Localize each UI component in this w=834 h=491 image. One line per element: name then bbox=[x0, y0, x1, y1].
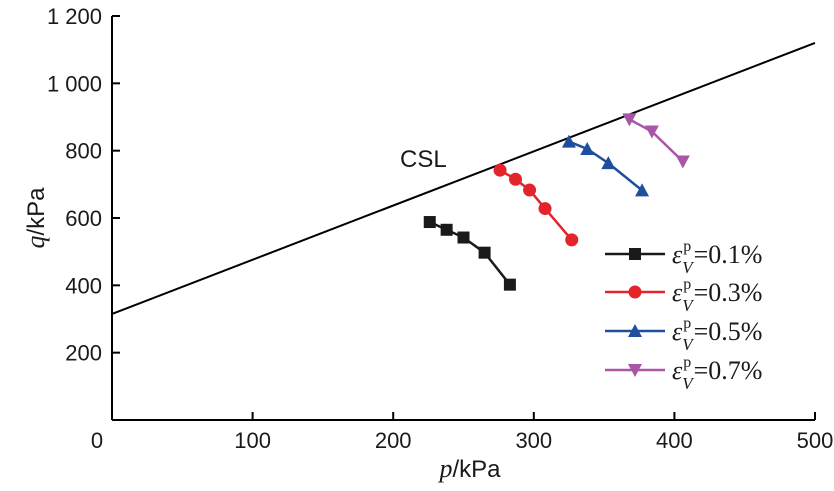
series-4 bbox=[622, 113, 690, 169]
legend-entry-3: εp V=0.5% bbox=[605, 315, 762, 354]
legend-symbol: ε bbox=[672, 278, 683, 307]
marker-square bbox=[503, 278, 516, 291]
y-tick-label: 800 bbox=[65, 139, 102, 164]
marker-square bbox=[457, 231, 470, 244]
x-tick-label: 300 bbox=[515, 428, 552, 453]
csl-line bbox=[111, 42, 816, 315]
x-axis-var: p bbox=[437, 454, 452, 483]
y-axis-var: q bbox=[21, 236, 50, 249]
marker-triangle-up bbox=[601, 156, 616, 170]
legend: εp V=0.1%εp V=0.3%εp V=0.5%εp V=0.7% bbox=[605, 238, 762, 393]
series-3 bbox=[561, 134, 650, 197]
marker-circle bbox=[523, 183, 537, 197]
legend-value: =0.3% bbox=[694, 278, 763, 307]
marker-circle bbox=[538, 202, 552, 216]
legend-superscript: p bbox=[683, 276, 691, 293]
legend-value: =0.5% bbox=[694, 317, 763, 346]
legend-entry-2: εp V=0.3% bbox=[605, 276, 762, 315]
legend-subscript: V bbox=[682, 258, 695, 277]
x-tick-label: 200 bbox=[375, 428, 412, 453]
legend-entry-1: εp V=0.1% bbox=[605, 238, 762, 277]
csl-line-group: CSL bbox=[111, 42, 816, 315]
marker-triangle-up bbox=[628, 324, 642, 337]
marker-triangle-up bbox=[561, 134, 576, 148]
y-axis-title: q/kPa bbox=[21, 187, 50, 249]
series-group bbox=[423, 113, 690, 291]
marker-triangle-up bbox=[635, 183, 650, 197]
legend-value: =0.1% bbox=[694, 240, 763, 269]
x-axis-unit: /kPa bbox=[452, 456, 501, 483]
y-tick-label: 600 bbox=[65, 206, 102, 231]
marker-triangle-down bbox=[622, 113, 637, 127]
marker-square bbox=[440, 223, 453, 236]
marker-circle bbox=[509, 172, 523, 186]
legend-superscript: p bbox=[683, 354, 691, 371]
y-tick-label: 1 200 bbox=[47, 4, 102, 29]
legend-label: εp V=0.1% bbox=[672, 238, 762, 277]
legend-superscript: p bbox=[683, 315, 691, 332]
x-tick-label: 100 bbox=[234, 428, 271, 453]
legend-superscript: p bbox=[683, 238, 691, 255]
legend-symbol: ε bbox=[672, 317, 683, 346]
x-tick-label: 500 bbox=[797, 428, 834, 453]
marker-triangle-up bbox=[580, 141, 595, 155]
legend-entry-4: εp V=0.7% bbox=[605, 354, 762, 393]
marker-triangle-down bbox=[644, 125, 659, 139]
marker-triangle-down bbox=[628, 364, 642, 377]
y-tick-label: 200 bbox=[65, 341, 102, 366]
legend-symbol: ε bbox=[672, 240, 683, 269]
x-axis-title: p/kPa bbox=[437, 454, 501, 483]
series-1 bbox=[423, 216, 516, 291]
legend-subscript: V bbox=[682, 296, 695, 315]
csl-label: CSL bbox=[400, 146, 447, 173]
marker-square bbox=[423, 216, 436, 229]
marker-circle bbox=[628, 285, 642, 299]
x-tick-label: 0 bbox=[91, 428, 103, 453]
legend-value: =0.7% bbox=[694, 356, 763, 385]
marker-circle bbox=[565, 233, 579, 247]
legend-symbol: ε bbox=[672, 356, 683, 385]
x-tick-label: 400 bbox=[656, 428, 693, 453]
legend-subscript: V bbox=[682, 335, 695, 354]
y-tick-label: 1 000 bbox=[47, 71, 102, 96]
marker-square bbox=[629, 248, 641, 260]
legend-label: εp V=0.5% bbox=[672, 315, 762, 354]
y-axis-unit: /kPa bbox=[23, 187, 50, 236]
marker-triangle-down bbox=[675, 155, 690, 169]
series-2 bbox=[493, 163, 579, 247]
legend-label: εp V=0.3% bbox=[672, 276, 762, 315]
legend-label: εp V=0.7% bbox=[672, 354, 762, 393]
legend-subscript: V bbox=[682, 374, 695, 393]
y-tick-label: 400 bbox=[65, 273, 102, 298]
series-line bbox=[568, 140, 643, 192]
marker-circle bbox=[493, 163, 507, 177]
marker-square bbox=[478, 246, 491, 259]
